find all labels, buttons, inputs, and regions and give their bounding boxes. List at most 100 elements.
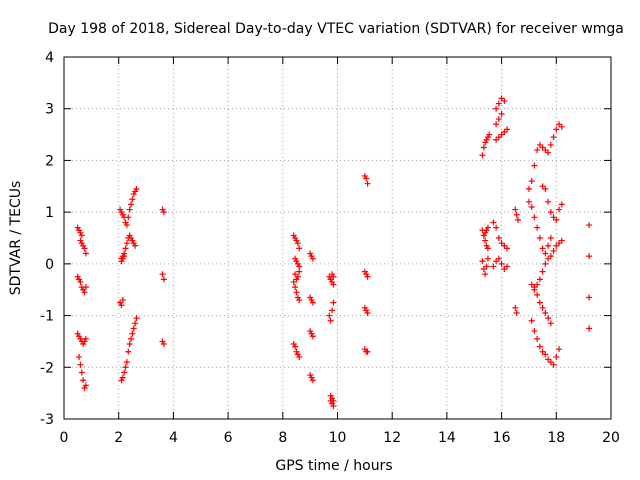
data-point xyxy=(536,276,543,283)
data-point xyxy=(133,315,140,322)
data-point xyxy=(545,315,552,322)
data-point xyxy=(525,185,532,192)
data-point xyxy=(126,206,133,213)
data-point xyxy=(293,289,300,296)
data-point xyxy=(326,312,333,319)
data-point xyxy=(129,330,136,337)
data-point xyxy=(493,224,500,231)
data-point xyxy=(512,304,519,311)
data-point xyxy=(123,359,130,366)
data-point xyxy=(364,180,371,187)
x-tick-label: 8 xyxy=(278,430,287,446)
data-point xyxy=(553,126,560,133)
data-point xyxy=(330,273,337,280)
data-point xyxy=(309,333,316,340)
data-point xyxy=(80,377,87,384)
data-point xyxy=(119,297,126,304)
data-point xyxy=(482,237,489,244)
data-point xyxy=(536,235,543,241)
data-points xyxy=(74,95,593,410)
data-point xyxy=(547,141,554,148)
data-point xyxy=(128,335,135,342)
data-point xyxy=(133,185,140,192)
data-point xyxy=(542,260,549,267)
data-point xyxy=(542,309,549,316)
data-point xyxy=(330,403,337,410)
data-point xyxy=(547,320,554,327)
data-point xyxy=(78,369,85,376)
data-point xyxy=(292,343,299,350)
x-tick-label: 18 xyxy=(547,430,565,446)
data-point xyxy=(504,126,511,133)
data-point xyxy=(556,206,563,213)
data-point xyxy=(484,245,491,252)
data-point xyxy=(296,245,303,252)
data-point xyxy=(534,147,541,154)
data-point xyxy=(495,255,502,262)
data-point xyxy=(547,235,554,241)
data-point xyxy=(553,216,560,223)
y-tick-label: 1 xyxy=(45,205,54,221)
data-point xyxy=(483,263,490,270)
data-point xyxy=(558,123,565,130)
data-point xyxy=(586,253,593,260)
data-point xyxy=(330,397,337,404)
data-point xyxy=(479,258,486,265)
data-point xyxy=(294,240,301,247)
data-point xyxy=(484,224,491,231)
data-point xyxy=(545,242,552,249)
data-point xyxy=(309,255,316,262)
data-point xyxy=(547,253,554,260)
x-tick-label: 12 xyxy=(383,430,401,446)
x-tick-label: 14 xyxy=(438,430,456,446)
data-point xyxy=(482,271,489,278)
x-tick-label: 4 xyxy=(169,430,178,446)
data-point xyxy=(128,201,135,208)
data-point xyxy=(294,273,301,280)
data-point xyxy=(78,232,85,239)
data-point xyxy=(531,214,538,221)
data-point xyxy=(556,346,563,353)
data-point xyxy=(525,198,532,205)
data-point xyxy=(160,209,167,216)
data-point xyxy=(528,178,535,185)
data-point xyxy=(531,162,538,169)
x-tick-label: 20 xyxy=(602,430,620,446)
data-point xyxy=(539,304,546,311)
data-point xyxy=(77,361,84,368)
data-point xyxy=(493,121,500,128)
y-tick-label: 3 xyxy=(45,102,54,118)
data-point xyxy=(82,382,89,389)
data-point xyxy=(364,309,371,316)
data-point xyxy=(539,268,546,275)
data-point xyxy=(309,299,316,306)
data-point xyxy=(531,286,538,293)
data-point xyxy=(330,299,337,306)
data-point xyxy=(77,278,84,285)
data-point xyxy=(536,299,543,306)
y-axis-label: SDTVAR / TECUs xyxy=(8,181,24,296)
data-point xyxy=(126,341,133,348)
data-point xyxy=(550,134,557,141)
data-point xyxy=(132,242,139,249)
data-point xyxy=(480,144,487,151)
data-point xyxy=(501,97,508,104)
data-point xyxy=(542,185,549,192)
data-point xyxy=(531,328,538,335)
data-point xyxy=(528,317,535,324)
data-point xyxy=(586,294,593,301)
data-point xyxy=(122,364,129,371)
data-point xyxy=(125,214,132,221)
data-point xyxy=(528,281,535,288)
data-point xyxy=(296,353,303,360)
data-point xyxy=(363,175,370,182)
y-tick-label: 0 xyxy=(45,257,54,273)
chart-title: Day 198 of 2018, Sidereal Day-to-day VTE… xyxy=(48,21,624,37)
data-point xyxy=(82,335,89,342)
data-point xyxy=(121,253,128,260)
grid-lines xyxy=(64,57,611,419)
data-point xyxy=(558,237,565,244)
data-point xyxy=(123,240,130,247)
data-point xyxy=(528,203,535,210)
